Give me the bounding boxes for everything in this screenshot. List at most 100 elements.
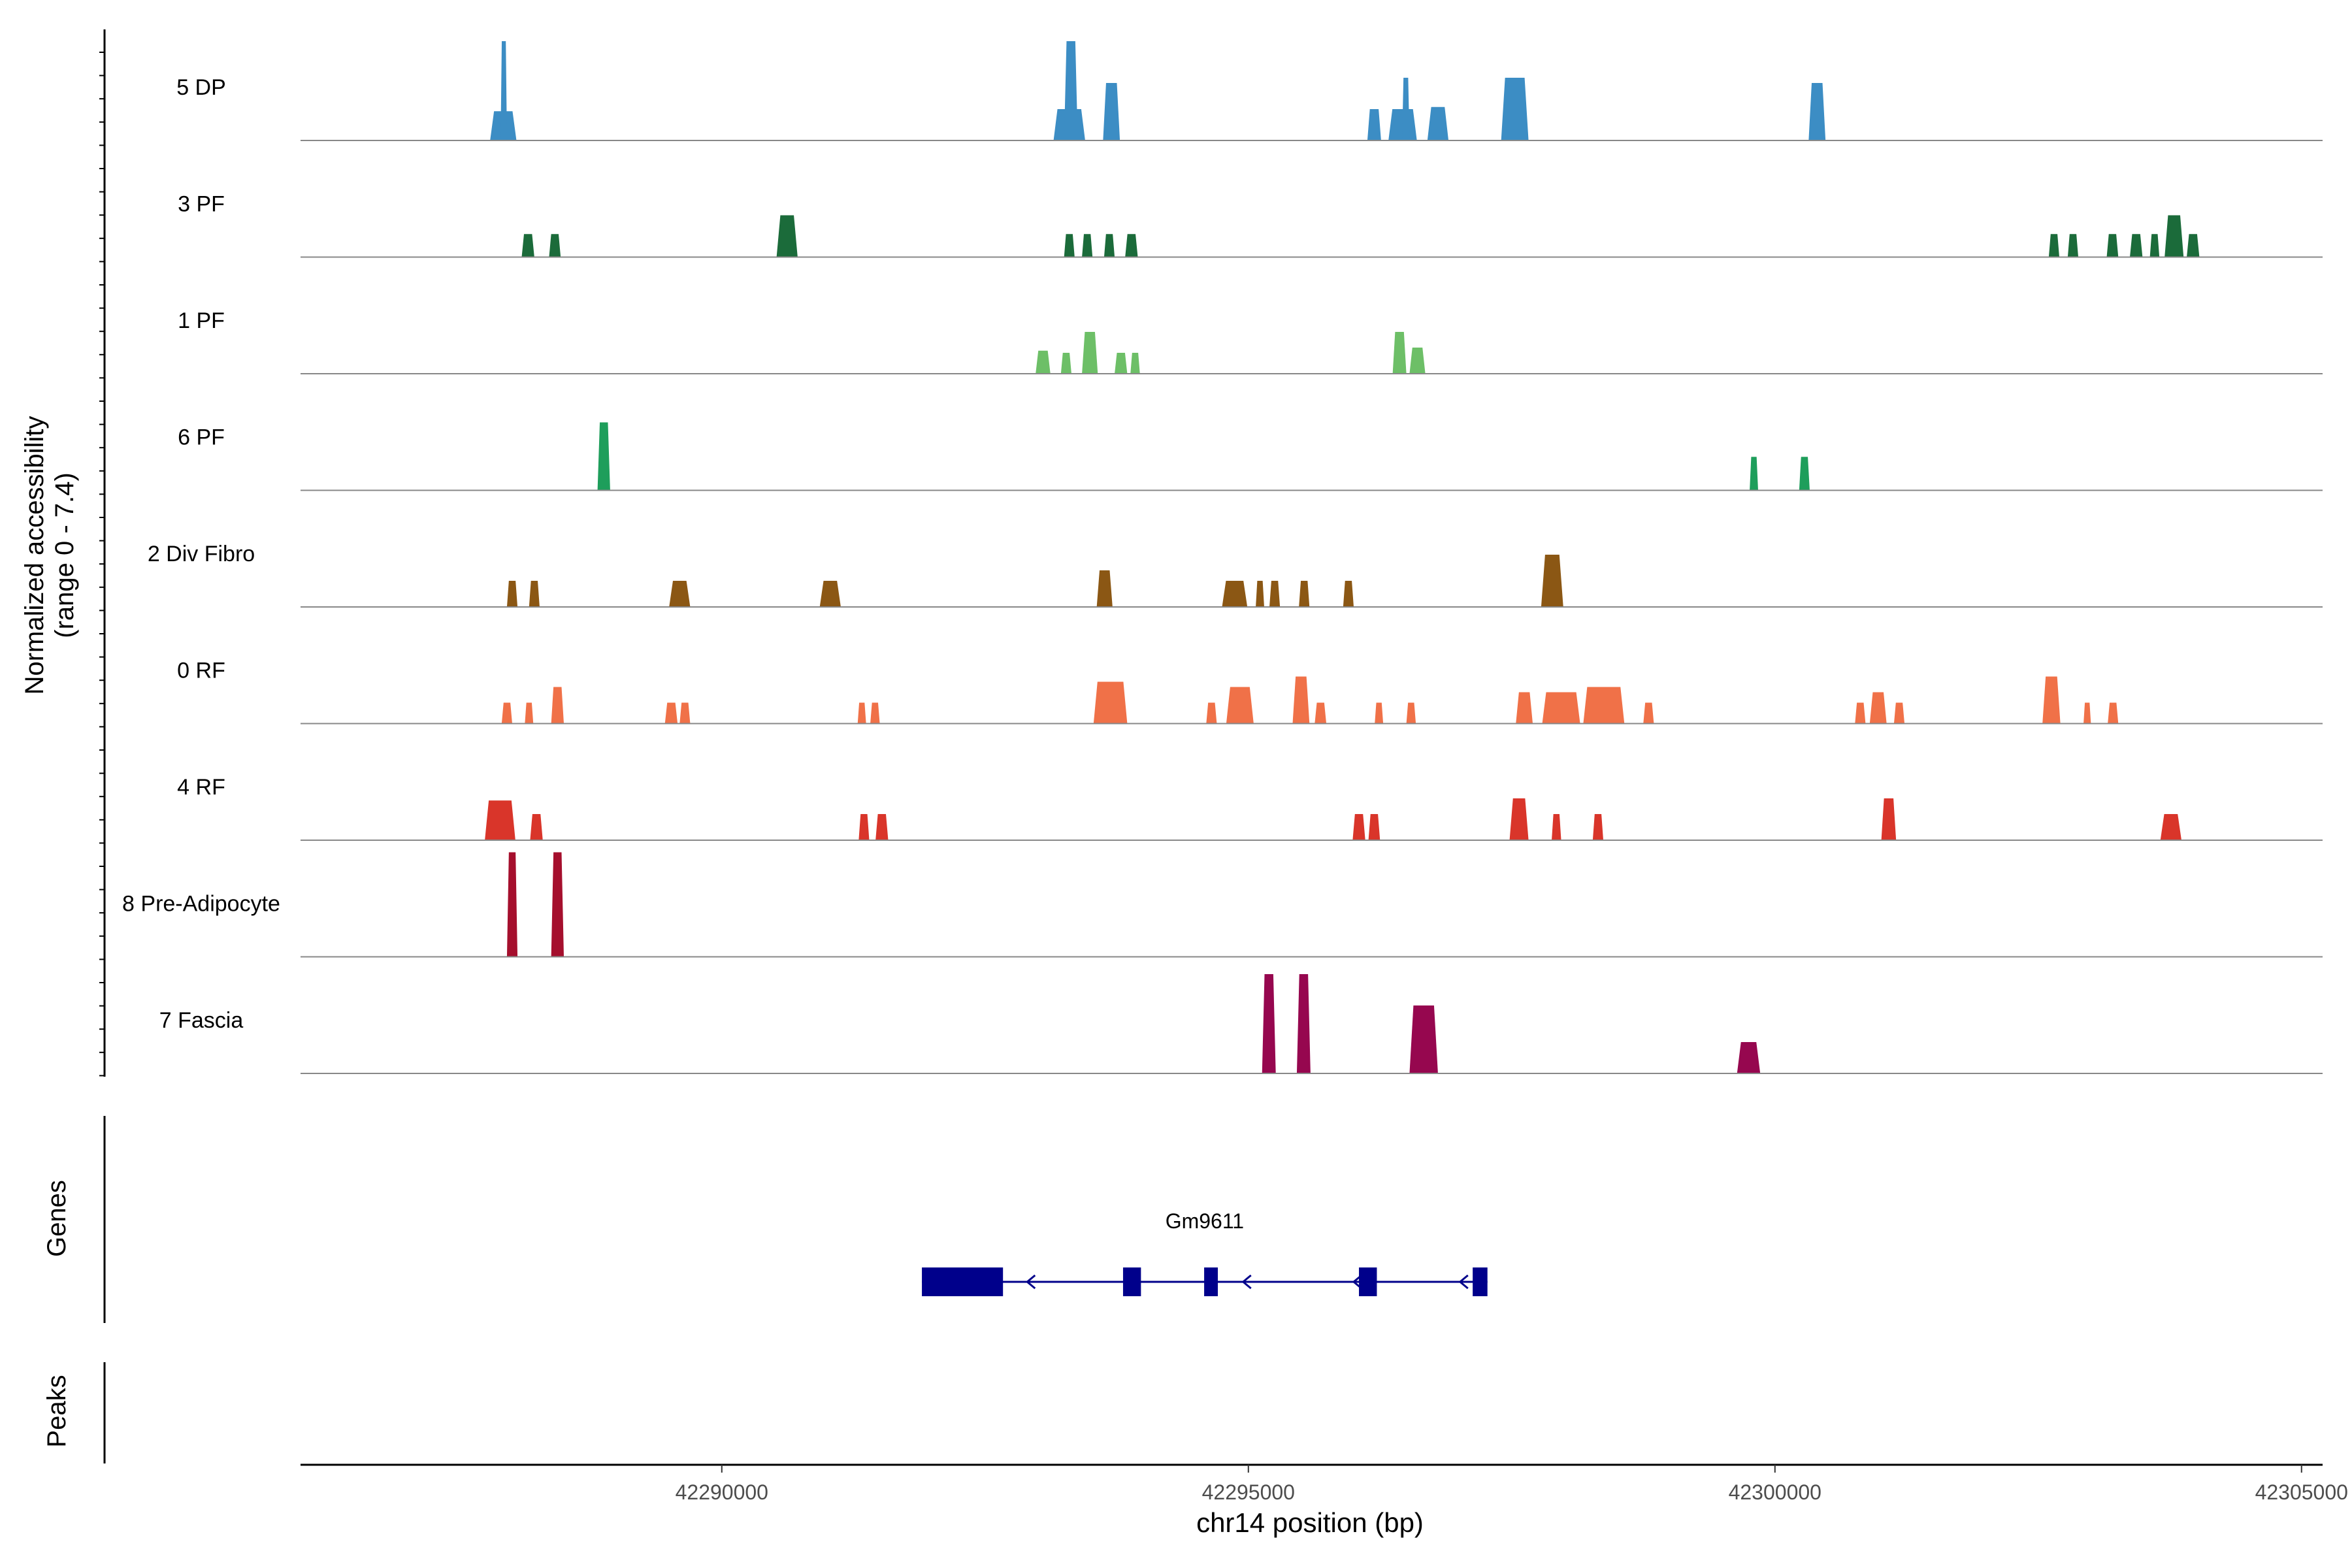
strand-arrow	[1025, 1274, 1036, 1290]
coverage-peak	[1375, 702, 1384, 724]
strand-arrow	[1458, 1274, 1469, 1290]
coverage-peak	[1299, 581, 1310, 607]
coverage-peak	[1206, 702, 1217, 724]
coverage-peak	[857, 702, 866, 724]
coverage-peak	[1093, 681, 1128, 724]
coverage-peak	[530, 814, 543, 840]
coverage-peak	[1541, 555, 1563, 607]
coverage-peak	[1516, 692, 1533, 724]
gene-exon	[1473, 1267, 1488, 1296]
coverage-peak	[1130, 353, 1140, 374]
coverage-peak	[521, 234, 534, 257]
coverage-peak	[875, 814, 889, 840]
coverage-peak	[525, 702, 534, 724]
x-tick-label: 42290000	[676, 1480, 768, 1504]
track-label: 1 PF	[178, 308, 225, 333]
coverage-peak	[1064, 41, 1078, 140]
coverage-peak	[2108, 702, 2119, 724]
track-label: 5 DP	[176, 75, 226, 100]
track-label: 6 PF	[178, 425, 225, 450]
x-axis: 42290000 42295000 42300000 42305000	[301, 1463, 2348, 1504]
gene-model: Gm9611	[922, 1209, 1488, 1296]
track: 2 Div Fibro	[148, 542, 2323, 608]
track: 6 PF	[178, 422, 2323, 491]
coverage-peak	[551, 852, 564, 957]
coverage-peak	[1082, 332, 1098, 374]
coverage-peak	[1226, 687, 1254, 724]
coverage-peak	[1103, 234, 1115, 257]
coverage-peak	[1125, 234, 1138, 257]
x-axis-title: chr14 position (bp)	[1196, 1507, 1424, 1538]
coverage-peak	[776, 215, 798, 257]
coverage-peak	[2083, 702, 2091, 724]
coverage-peak	[1343, 581, 1354, 607]
coverage-peak	[501, 702, 513, 724]
coverage-peak	[1064, 234, 1075, 257]
track: 8 Pre-Adipocyte	[122, 852, 2323, 958]
coverage-peak	[1501, 78, 1529, 140]
coverage-peak	[1552, 814, 1561, 840]
coverage-peak	[1296, 974, 1311, 1073]
gene-exon	[1122, 1267, 1141, 1296]
coverage-peak	[485, 800, 515, 840]
coverage-peak	[1542, 692, 1580, 724]
coverage-peak	[1409, 1005, 1438, 1073]
coverage-peak	[1402, 78, 1410, 140]
track-label: 8 Pre-Adipocyte	[122, 892, 280, 917]
coverage-peak	[664, 702, 678, 724]
coverage-peak	[1427, 106, 1449, 140]
coverage-peak	[1292, 676, 1310, 724]
coverage-peak	[2160, 814, 2181, 840]
coverage-peak	[1808, 83, 1826, 140]
coverage-peak	[1222, 581, 1248, 607]
coverage-peak	[2130, 234, 2143, 257]
coverage-peak	[2048, 234, 2060, 257]
track: 0 RF	[177, 659, 2323, 725]
coverage-peak	[1409, 348, 1426, 374]
coverage-peak	[1367, 109, 1381, 140]
x-tick-label: 42295000	[1202, 1480, 1295, 1504]
coverage-peak	[2149, 234, 2160, 257]
gene-exon	[1204, 1267, 1218, 1296]
coverage-peak	[1881, 798, 1897, 840]
coverage-peak	[551, 687, 564, 724]
coverage-peak	[529, 581, 540, 607]
genes-panel: Gm9611	[103, 1116, 1488, 1323]
coverage-peak	[597, 422, 610, 491]
coverage-peak	[1855, 702, 1866, 724]
coverage-peak	[506, 852, 518, 957]
coverage-peak	[1799, 457, 1810, 491]
coverage-peak	[858, 814, 870, 840]
gene-exon	[1359, 1267, 1377, 1296]
coverage-peak	[1115, 353, 1128, 374]
coverage-peak	[1592, 814, 1604, 840]
coverage-peak	[2187, 234, 2200, 257]
track-label: 0 RF	[177, 659, 225, 683]
coverage-peak	[1036, 350, 1051, 374]
coverage-peak	[1869, 692, 1887, 724]
track: 5 DP	[176, 41, 2323, 141]
strand-arrow	[1352, 1274, 1362, 1290]
coverage-peak	[1583, 687, 1625, 724]
gene-name: Gm9611	[1166, 1209, 1244, 1233]
strand-arrow	[1241, 1274, 1252, 1290]
coverage-peak	[1060, 353, 1071, 374]
track-label: 7 Fascia	[159, 1008, 244, 1033]
track-label: 2 Div Fibro	[148, 542, 255, 566]
coverage-peak	[2067, 234, 2079, 257]
coverage-peak	[1893, 702, 1905, 724]
track: 1 PF	[178, 308, 2323, 374]
y-axis-title-line1: Normalized accessibility	[20, 416, 49, 695]
coverage-peak	[1392, 332, 1407, 374]
coverage-peak	[1269, 581, 1281, 607]
x-tick-label: 42305000	[2255, 1480, 2348, 1504]
coverage-peak	[1737, 1042, 1761, 1073]
coverage-peak	[870, 702, 880, 724]
coverage-peak	[2106, 234, 2119, 257]
track-label: 4 RF	[177, 775, 225, 800]
coverage-peak	[549, 234, 561, 257]
coverage-peak	[1368, 814, 1380, 840]
coverage-peak	[1103, 83, 1120, 140]
y-axis-title-line2: (range 0 - 7.4)	[50, 472, 79, 638]
